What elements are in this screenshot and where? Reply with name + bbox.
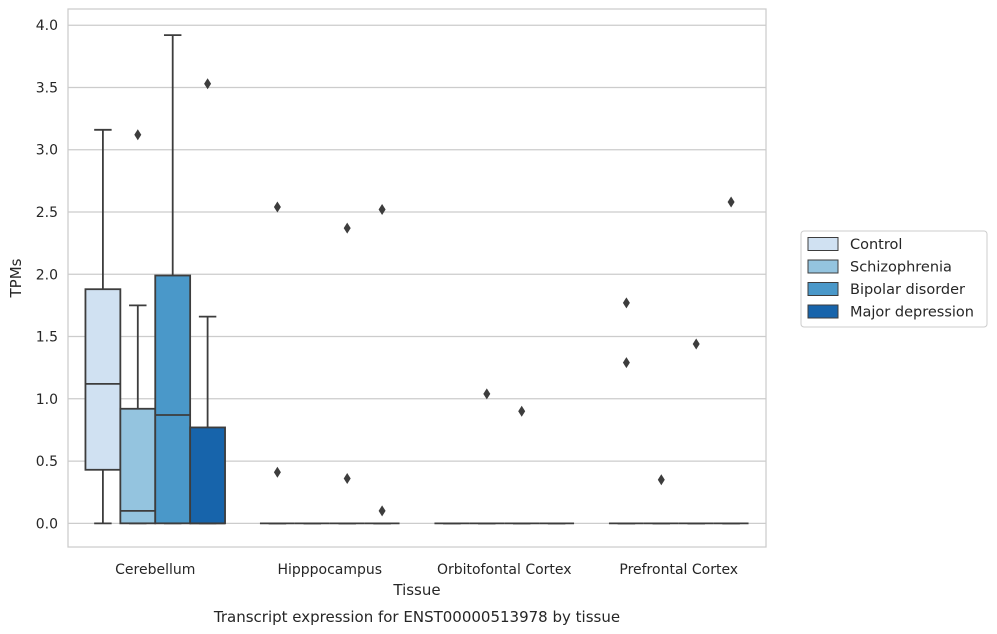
outlier-point [343, 473, 351, 485]
legend-entry: Control [850, 237, 902, 253]
legend-entry: Bipolar disorder [850, 282, 965, 298]
x-tick-label: Orbitofontal Cortex [437, 562, 572, 578]
outlier-point [622, 297, 630, 309]
legend-entry: Major depression [850, 305, 974, 321]
legend-swatch [807, 259, 839, 274]
legend-entry: Schizophrenia [850, 260, 952, 276]
y-axis-label: TPMs [7, 258, 25, 298]
x-tick-label: Hipppocampus [277, 562, 382, 578]
outlier-point [622, 357, 630, 369]
outlier-point [273, 466, 281, 478]
plot-frame [67, 8, 767, 548]
outlier-point [692, 338, 700, 350]
series-major-depression [189, 78, 749, 525]
legend-swatch [807, 237, 839, 251]
outlier-point [657, 474, 665, 486]
x-tick-labels: Cerebellum Hipppocampus Orbitofontal Corte… [115, 562, 738, 578]
box [154, 274, 192, 525]
series-bipolar-disorder [154, 34, 714, 525]
legend: Control Schizophrenia Bipolar disorder Majo… [800, 230, 988, 328]
figure-caption: Transcript expression for ENST0000051397… [213, 608, 620, 626]
y-tick-label: 2.5 [36, 205, 58, 221]
series-schizophrenia [119, 129, 679, 525]
x-tick-label: Cerebellum [115, 562, 195, 578]
y-tick-label: 4.0 [36, 18, 58, 34]
outlier-point [727, 196, 735, 208]
outlier-point [343, 222, 351, 234]
box [189, 426, 226, 525]
box [84, 288, 122, 471]
legend-frame [800, 230, 988, 328]
legend-swatch [807, 282, 839, 296]
x-tick-label: Prefrontal Cortex [619, 562, 738, 578]
outlier-point [483, 388, 491, 400]
box-groups [84, 34, 749, 525]
x-axis-label: Tissue [392, 581, 440, 599]
y-tick-label: 0.0 [36, 516, 58, 532]
y-tick-label: 1.5 [36, 330, 58, 346]
y-tick-label: 1.0 [36, 392, 58, 408]
legend-swatch [807, 304, 839, 319]
box [119, 407, 157, 525]
y-tick-label: 0.5 [36, 454, 58, 470]
outlier-point [204, 78, 212, 90]
outlier-point [378, 505, 386, 517]
outlier-point [134, 129, 142, 141]
y-tick-label: 3.0 [36, 143, 58, 159]
series-control [84, 128, 644, 525]
outlier-point [378, 204, 386, 216]
y-tick-label: 2.0 [36, 267, 58, 283]
outlier-point [518, 405, 526, 417]
outlier-point [273, 201, 281, 213]
y-tick-label: 3.5 [36, 80, 58, 96]
y-tick-labels: 0.0 0.5 1.0 1.5 2.0 2.5 3.0 3.5 4.0 [36, 18, 58, 532]
